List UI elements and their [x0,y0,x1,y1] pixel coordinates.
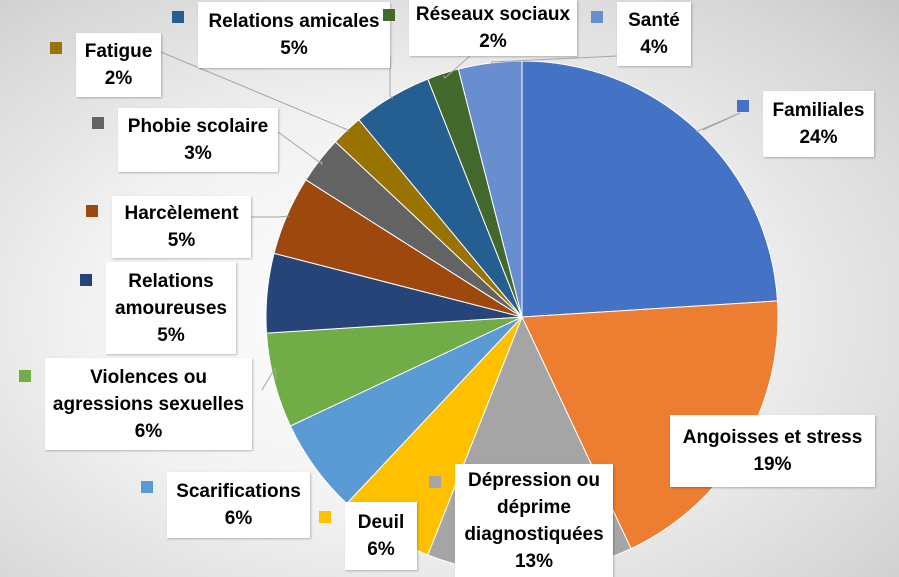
data-label-value: 6% [134,420,163,442]
legend-key-fatigue [50,42,62,54]
leader-line-violences-ou-agressions-sexuelles [261,366,277,391]
data-label-category: Phobie scolaire [127,116,269,137]
leader-line-sante [489,55,618,66]
data-label-value: 2% [479,31,507,52]
legend-key-violences-ou-agressions-sexuelles [19,370,31,382]
legend-key-depression-ou-deprime-diagnostiquees [429,476,441,488]
data-label-value: 5% [167,230,196,251]
data-label-phobie-scolaire: Phobie scolaire 3% [92,108,278,172]
data-label-value: 5% [280,38,308,59]
legend-key-harcelement [86,205,98,217]
data-label-value: 4% [640,37,668,58]
data-label-category: Violences ou agressions sexuelles [52,366,245,415]
data-label-category: Relations amoureuses [115,270,227,319]
legend-key-angoisses-et-stress [644,427,656,439]
data-label-value: 2% [104,68,133,89]
data-label-value: 5% [157,324,185,346]
legend-key-phobie-scolaire [92,117,104,129]
data-label-category: Harcèlement [124,203,239,224]
legend-key-reseaux-sociaux [383,9,395,21]
leader-line-familiales [695,112,741,133]
data-label-value: 6% [367,539,395,560]
data-label-familiales: Familiales 24% [737,91,874,157]
data-label-category: Scarifications [176,481,301,502]
data-label-angoisses-et-stress: Angoisses et stress 19% [644,415,875,487]
pie-slice-familiales [521,60,779,318]
leader-line-phobie-scolaire [277,131,323,166]
leader-line-reseaux-sociaux [443,55,471,79]
data-label-value: 13% [514,550,554,572]
data-label-category: Santé [628,10,680,31]
data-label-violences-ou-agressions-sexuelles: Violences ou agressions sexuelles 6% [19,358,252,450]
data-label-depression-ou-deprime-diagnostiquees: Dépression ou déprime diagnostiquées 13% [429,464,613,577]
data-label-reseaux-sociaux: Réseaux sociaux 2% [383,0,577,56]
leader-line-relations-amicales [389,56,394,99]
data-label-value: 19% [753,454,792,475]
data-label-scarifications: Scarifications 6% [141,472,310,538]
data-label-value: 3% [184,143,212,164]
data-label-relations-amoureuses: Relations amoureuses 5% [80,262,236,354]
legend-key-scarifications [141,481,153,493]
data-label-category: Deuil [357,512,405,533]
data-label-value: 6% [224,508,253,529]
data-label-category: Réseaux sociaux [415,4,571,25]
data-label-sante: Santé 4% [591,2,691,66]
data-label-harcelement: Harcèlement 5% [86,196,251,258]
leader-line-fatigue [160,51,349,132]
data-label-category: Relations amicales [208,11,380,32]
legend-key-sante [591,11,603,23]
data-label-deuil: Deuil 6% [319,502,417,570]
data-label-category: Dépression ou déprime diagnostiquées [464,469,604,545]
leader-line-harcelement [251,215,289,218]
legend-key-deuil [319,511,331,523]
legend-key-relations-amoureuses [80,274,92,286]
data-label-value: 24% [799,127,838,148]
data-label-category: Familiales [772,100,865,121]
data-label-category: Angoisses et stress [682,427,863,448]
legend-key-relations-amicales [172,11,184,23]
data-label-category: Fatigue [84,41,153,62]
data-label-relations-amicales: Relations amicales 5% [172,2,390,68]
legend-key-familiales [737,100,749,112]
data-label-fatigue: Fatigue 2% [50,33,161,97]
